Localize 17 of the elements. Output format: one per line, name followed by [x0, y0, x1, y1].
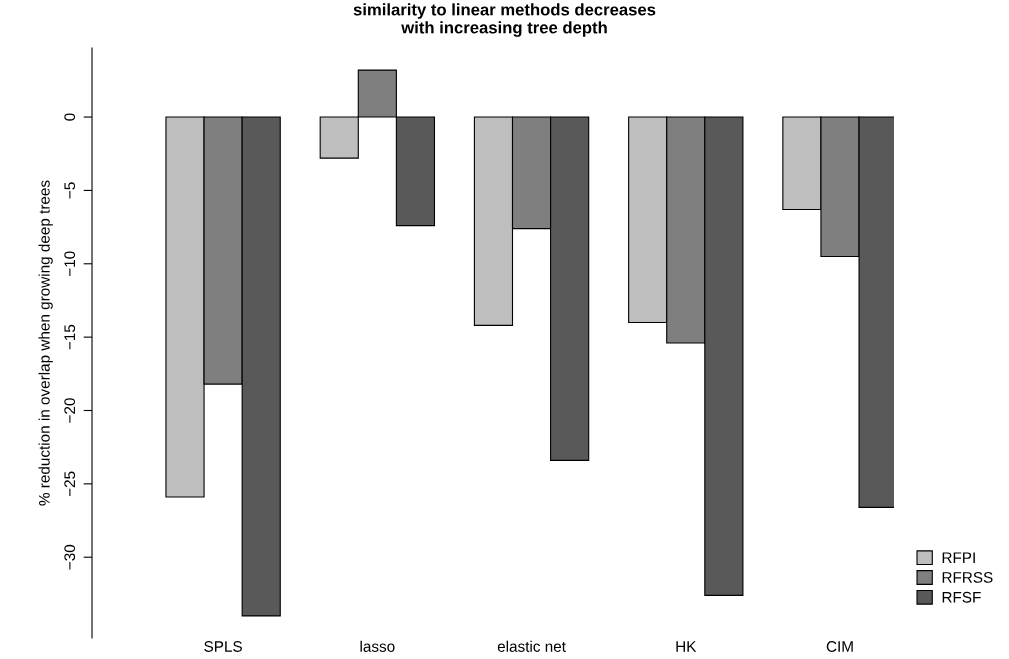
chart-title: similarity to linear methods decreases with increasing tree depth: [353, 3, 656, 37]
y-tick-label: −20: [64, 398, 76, 423]
x-tick-label: CIM: [826, 641, 853, 652]
legend-label: RFRSS: [942, 572, 993, 583]
y-tick-label: −5: [64, 182, 76, 199]
legend-label: RFPI: [942, 552, 975, 563]
y-tick-label: −15: [64, 324, 76, 350]
legend-label: RFSF: [942, 591, 981, 603]
x-tick-label: lasso: [360, 640, 395, 652]
x-tick-label: SPLS: [204, 641, 242, 652]
x-tick-label: elastic net: [497, 640, 566, 652]
y-axis-title: % reduction in overlap when growing deep trees: [38, 180, 53, 506]
y-tick-label: −25: [64, 471, 76, 497]
y-tick-label: −10: [64, 251, 76, 276]
y-tick-label: −30: [64, 544, 76, 570]
y-tick-label: 0: [64, 113, 76, 121]
x-tick-label: HK: [676, 641, 697, 652]
